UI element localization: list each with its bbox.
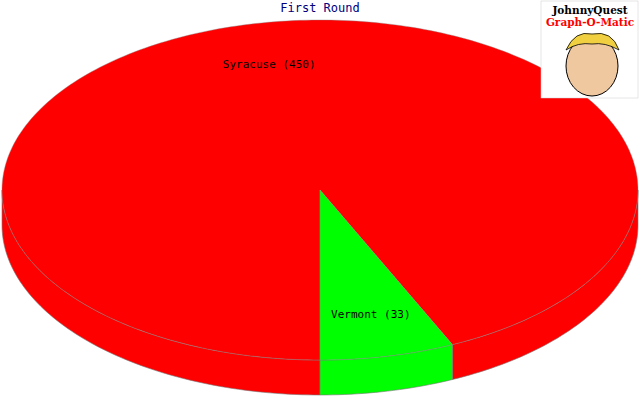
logo: JohnnyQuestGraph-O-Matic	[541, 1, 638, 98]
logo-frame	[541, 1, 638, 98]
slice-label: Syracuse (450)	[223, 58, 316, 71]
slice-label: Vermont (33)	[331, 308, 410, 321]
title: First Round	[280, 1, 359, 15]
logo-hair	[566, 33, 619, 50]
logo-text: Graph-O-Matic	[546, 16, 634, 28]
chart: Syracuse (450) Vermont (33) First Round Joh…	[0, 0, 640, 400]
slice	[320, 190, 452, 360]
